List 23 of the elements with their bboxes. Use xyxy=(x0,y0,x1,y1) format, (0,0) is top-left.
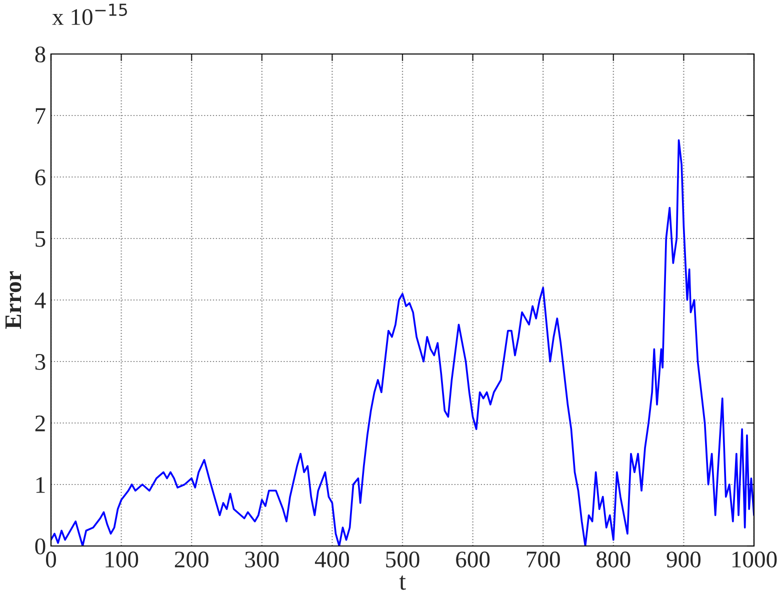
y-tick-label: 8 xyxy=(35,46,46,62)
y-tick-label: 3 xyxy=(35,354,46,370)
x-tick-label: 0 xyxy=(46,552,56,568)
y-axis-title: Error xyxy=(6,271,22,329)
x-tick-label: 900 xyxy=(666,552,701,568)
text: x 10$^{−15}$ xyxy=(52,4,127,26)
x-tick-label: 100 xyxy=(106,552,138,568)
x-tick-label: 400 xyxy=(314,552,350,568)
x-tick-label: 1000 xyxy=(732,552,777,568)
y-tick-label: 2 xyxy=(35,416,45,432)
y-tick-label: 5 xyxy=(36,231,46,247)
x-tick-label: 700 xyxy=(526,552,560,568)
x-tick-label: 300 xyxy=(245,552,279,568)
y-tick-label: 0 xyxy=(35,538,46,554)
x-tick-label: 500 xyxy=(386,552,420,568)
y-tick-label: 4 xyxy=(34,292,46,308)
x-tick-label: 200 xyxy=(174,552,208,568)
x-tick-label: 600 xyxy=(456,552,490,568)
y-tick-label: 7 xyxy=(36,108,46,124)
x-axis-title: t xyxy=(399,576,406,590)
x-tick-label: 800 xyxy=(596,552,630,568)
y-tick-label: 1 xyxy=(36,477,45,493)
y-tick-label: 6 xyxy=(35,170,46,186)
